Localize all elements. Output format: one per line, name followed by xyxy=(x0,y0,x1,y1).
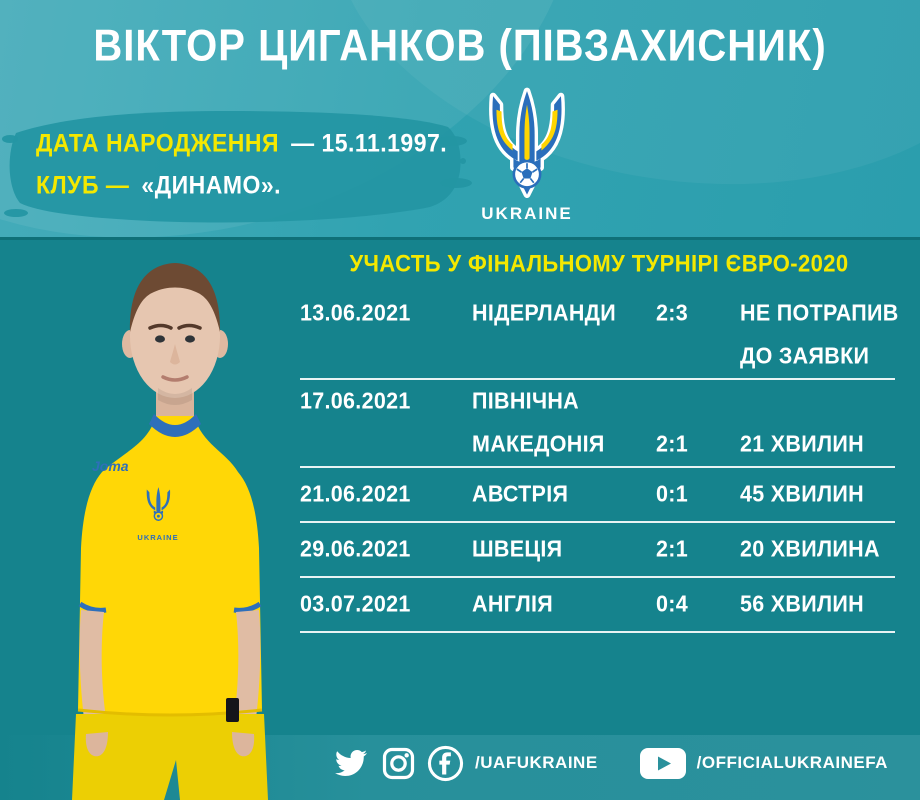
page-title: ВІКТОР ЦИГАНКОВ (ПІВЗАХИСНИК) xyxy=(93,21,827,71)
table-row: 21.06.2021 АВСТРІЯ 0:1 45 ХВИЛИН xyxy=(300,468,895,523)
match-score: 2:1 xyxy=(656,431,688,457)
ukraine-trident-icon xyxy=(489,87,565,199)
match-opponent: НІДЕРЛАНДИ xyxy=(472,300,617,326)
birth-date-line: ДАТА НАРОДЖЕННЯ — 15.11.1997. xyxy=(36,122,447,164)
instagram-icon[interactable] xyxy=(381,746,416,781)
table-row: 13.06.2021 НІДЕРЛАНДИ 2:3 НЕ ПОТРАПИВ ДО ЗАЯ… xyxy=(300,292,898,380)
jersey-tag xyxy=(226,698,239,722)
match-score: 0:4 xyxy=(656,591,688,617)
match-date: 17.06.2021 xyxy=(300,388,411,414)
match-date: 29.06.2021 xyxy=(300,536,411,562)
match-opponent: АНГЛІЯ xyxy=(472,591,554,617)
jersey-brand-logo: Joma xyxy=(92,458,129,474)
match-opponent: АВСТРІЯ xyxy=(472,481,569,507)
club-label: КЛУБ — xyxy=(36,170,130,199)
match-opponent: МАКЕДОНІЯ xyxy=(472,431,605,457)
match-date: 21.06.2021 xyxy=(300,481,411,507)
table-row: 17.06.2021 ПІВНІЧНА МАКЕДОНІЯ 2:1 21 ХВИЛИН xyxy=(300,380,895,468)
match-result: 21 ХВИЛИН xyxy=(740,431,864,457)
match-result: 20 ХВИЛИНА xyxy=(740,536,880,562)
jersey-crest-icon xyxy=(146,487,171,521)
match-score: 2:1 xyxy=(656,536,688,562)
player-photo: Joma UKRAINE xyxy=(72,263,268,800)
birth-date-value: — 15.11.1997. xyxy=(291,128,448,158)
match-opponent: ПІВНІЧНА xyxy=(472,388,580,414)
youtube-icon[interactable] xyxy=(639,747,686,779)
player-info-banner: ДАТА НАРОДЖЕННЯ — 15.11.1997. КЛУБ — «ДИНА… xyxy=(36,122,447,206)
match-result: 56 ХВИЛИН xyxy=(740,591,864,617)
match-result: 45 ХВИЛИН xyxy=(740,481,864,507)
match-result: НЕ ПОТРАПИВ xyxy=(740,300,899,326)
birth-date-label: ДАТА НАРОДЖЕННЯ xyxy=(36,128,280,158)
facebook-icon[interactable] xyxy=(427,745,464,782)
twitter-icon[interactable] xyxy=(332,747,370,779)
club-value: «ДИНАМО». xyxy=(141,170,282,199)
matches-table: 13.06.2021 НІДЕРЛАНДИ 2:3 НЕ ПОТРАПИВ ДО ЗАЯ… xyxy=(300,292,898,633)
table-row-line: 17.06.2021 ПІВНІЧНА xyxy=(300,380,895,423)
table-row-line: 13.06.2021 НІДЕРЛАНДИ 2:3 НЕ ПОТРАПИВ xyxy=(300,292,898,335)
youtube-handle[interactable]: /OFFICIALUKRAINEFA xyxy=(696,753,888,772)
jersey-crest-label: UKRAINE xyxy=(137,533,178,542)
match-score: 2:3 xyxy=(656,300,688,326)
table-row-line: МАКЕДОНІЯ 2:1 21 ХВИЛИН xyxy=(300,423,895,466)
facebook-handle[interactable]: /UAFUKRAINE xyxy=(475,753,598,772)
table-row: 29.06.2021 ШВЕЦІЯ 2:1 20 ХВИЛИНА xyxy=(300,523,895,578)
table-row-line: 03.07.2021 АНГЛІЯ 0:4 56 ХВИЛИН xyxy=(300,583,895,626)
ukraine-federation-logo: UKRAINE xyxy=(452,86,602,224)
table-row: 03.07.2021 АНГЛІЯ 0:4 56 ХВИЛИН xyxy=(300,578,895,633)
match-date: 13.06.2021 xyxy=(300,300,411,326)
match-date: 03.07.2021 xyxy=(300,591,411,617)
club-line: КЛУБ — «ДИНАМО». xyxy=(36,164,447,206)
match-result: ДО ЗАЯВКИ xyxy=(740,343,870,369)
table-row-line: 21.06.2021 АВСТРІЯ 0:1 45 ХВИЛИН xyxy=(300,473,895,516)
table-title: УЧАСТЬ У ФІНАЛЬНОМУ ТУРНІРІ ЄВРО-2020 xyxy=(349,249,849,277)
federation-logo-label: UKRAINE xyxy=(481,204,573,223)
match-score: 0:1 xyxy=(656,481,688,507)
table-row-line: 29.06.2021 ШВЕЦІЯ 2:1 20 ХВИЛИНА xyxy=(300,528,895,571)
table-row-line: ДО ЗАЯВКИ xyxy=(300,335,895,378)
match-opponent: ШВЕЦІЯ xyxy=(472,536,563,562)
brush-stroke-shape xyxy=(2,111,472,223)
footer: /UAFUKRAINE /OFFICIALUKRAINEFA xyxy=(300,737,920,789)
